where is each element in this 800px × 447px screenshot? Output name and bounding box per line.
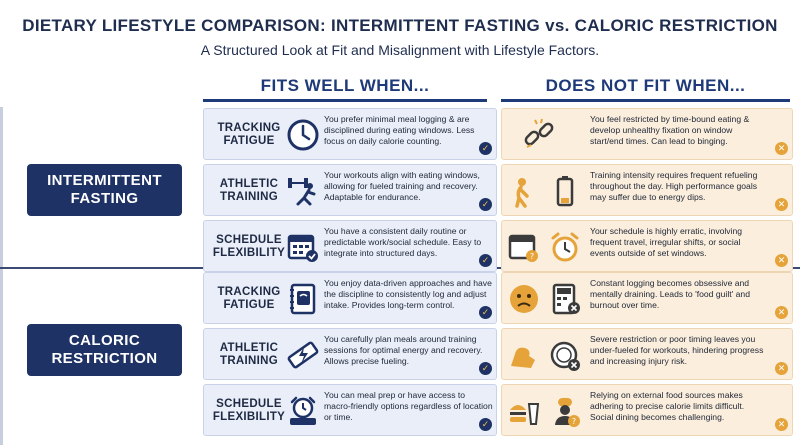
calendar-question-icon: ? bbox=[508, 234, 538, 262]
calculator-icon bbox=[552, 283, 580, 315]
fit-description: You enjoy data-driven approaches and hav… bbox=[324, 278, 492, 311]
factor-label: TRACKING FATIGUE bbox=[217, 121, 281, 147]
group-label-line: FASTING bbox=[70, 190, 139, 207]
fit-description: You prefer minimal meal logging & are di… bbox=[324, 114, 475, 147]
tired-person-icon bbox=[515, 178, 529, 208]
cross-badge-icon: ✕ bbox=[775, 142, 788, 155]
weak-arm-icon bbox=[511, 347, 535, 368]
runner-dumbbell-icon bbox=[288, 178, 316, 206]
not-fit-description: Your schedule is highly erratic, involvi… bbox=[590, 226, 743, 259]
check-badge-icon: ✓ bbox=[479, 142, 492, 155]
group-label-line: INTERMITTENT bbox=[47, 172, 162, 189]
group-label-caloric-restriction: CALORIC RESTRICTION bbox=[27, 324, 182, 376]
cr-tracking-fits-cell: TRACKING FATIGUE You enjoy data-driven ap… bbox=[203, 272, 497, 324]
cr-athletic-fits-cell: ATHLETIC TRAINING You carefully plan meal… bbox=[203, 328, 497, 380]
check-badge-icon: ✓ bbox=[479, 198, 492, 211]
not-fit-description: You feel restricted by time-bound eating… bbox=[590, 114, 750, 147]
svg-text:?: ? bbox=[572, 417, 576, 426]
cross-badge-icon: ✕ bbox=[775, 254, 788, 267]
factor-label: ATHLETIC TRAINING bbox=[219, 177, 279, 203]
not-fit-description: Training intensity requires frequent ref… bbox=[590, 170, 758, 203]
not-fit-description: Relying on external food sources makes a… bbox=[590, 390, 745, 423]
if-athletic-not-fits-cell: Training intensity requires frequent ref… bbox=[501, 164, 793, 216]
stressed-face-icon bbox=[510, 285, 538, 313]
group-label-line: CALORIC bbox=[68, 332, 141, 349]
check-badge-icon: ✓ bbox=[479, 418, 492, 431]
factor-label: ATHLETIC TRAINING bbox=[219, 341, 279, 367]
empty-plate-icon bbox=[550, 341, 580, 371]
if-tracking-not-fits-cell: You feel restricted by time-bound eating… bbox=[501, 108, 793, 160]
fit-description: You have a consistent daily routine or p… bbox=[324, 226, 482, 259]
fit-description: You carefully plan meals around training… bbox=[324, 334, 483, 367]
cr-tracking-not-fits-cell: Constant logging becomes obsessive and m… bbox=[501, 272, 793, 324]
page-subtitle: A Structured Look at Fit and Misalignmen… bbox=[200, 42, 600, 58]
cr-schedule-not-fits-cell: ? Relying on external food sources makes… bbox=[501, 384, 793, 436]
if-schedule-not-fits-cell: ? Your schedule is highly erratic, invol… bbox=[501, 220, 793, 272]
cross-badge-icon: ✕ bbox=[775, 418, 788, 431]
fast-food-icon bbox=[510, 403, 540, 425]
meal-prep-alarm-icon bbox=[290, 396, 316, 425]
cross-badge-icon: ✕ bbox=[775, 198, 788, 211]
svg-text:?: ? bbox=[530, 252, 534, 261]
broken-chain-icon bbox=[524, 118, 554, 148]
left-bracket bbox=[0, 107, 3, 445]
not-fit-description: Constant logging becomes obsessive and m… bbox=[590, 278, 750, 311]
alarm-clock-icon bbox=[551, 232, 579, 262]
if-tracking-fits-cell: TRACKING FATIGUE You prefer minimal meal … bbox=[203, 108, 497, 160]
group-label-intermittent-fasting: INTERMITTENT FASTING bbox=[27, 164, 182, 216]
energy-bar-icon bbox=[287, 341, 319, 369]
clock-icon bbox=[287, 119, 319, 151]
cr-athletic-not-fits-cell: Severe restriction or poor timing leaves… bbox=[501, 328, 793, 380]
cross-badge-icon: ✕ bbox=[775, 362, 788, 375]
group-label-line: RESTRICTION bbox=[51, 350, 158, 367]
page-title: DIETARY LIFESTYLE COMPARISON: INTERMITTE… bbox=[22, 16, 778, 35]
factor-label: SCHEDULE FLEXIBILITY bbox=[212, 233, 286, 259]
check-badge-icon: ✓ bbox=[479, 306, 492, 319]
column-header-fits: FITS WELL WHEN... bbox=[203, 76, 487, 102]
fit-description: Your workouts align with eating windows,… bbox=[324, 170, 480, 203]
calendar-check-icon bbox=[287, 234, 318, 262]
notebook-scale-icon bbox=[290, 283, 316, 315]
check-badge-icon: ✓ bbox=[479, 254, 492, 267]
low-battery-icon bbox=[556, 176, 574, 207]
fit-description: You can meal prep or have access to macr… bbox=[324, 390, 493, 423]
not-fit-description: Severe restriction or poor timing leaves… bbox=[590, 334, 764, 367]
if-athletic-fits-cell: ATHLETIC TRAINING Your workouts align wit… bbox=[203, 164, 497, 216]
cr-schedule-fits-cell: SCHEDULE FLEXIBILITY You can meal prep or… bbox=[203, 384, 497, 436]
column-header-not-fits: DOES NOT FIT WHEN... bbox=[501, 76, 790, 102]
check-badge-icon: ✓ bbox=[479, 362, 492, 375]
if-schedule-fits-cell: SCHEDULE FLEXIBILITY You have a consisten… bbox=[203, 220, 497, 272]
factor-label: TRACKING FATIGUE bbox=[217, 285, 281, 311]
cross-badge-icon: ✕ bbox=[775, 306, 788, 319]
factor-label: SCHEDULE FLEXIBILITY bbox=[212, 397, 286, 423]
chef-icon: ? bbox=[555, 397, 580, 427]
